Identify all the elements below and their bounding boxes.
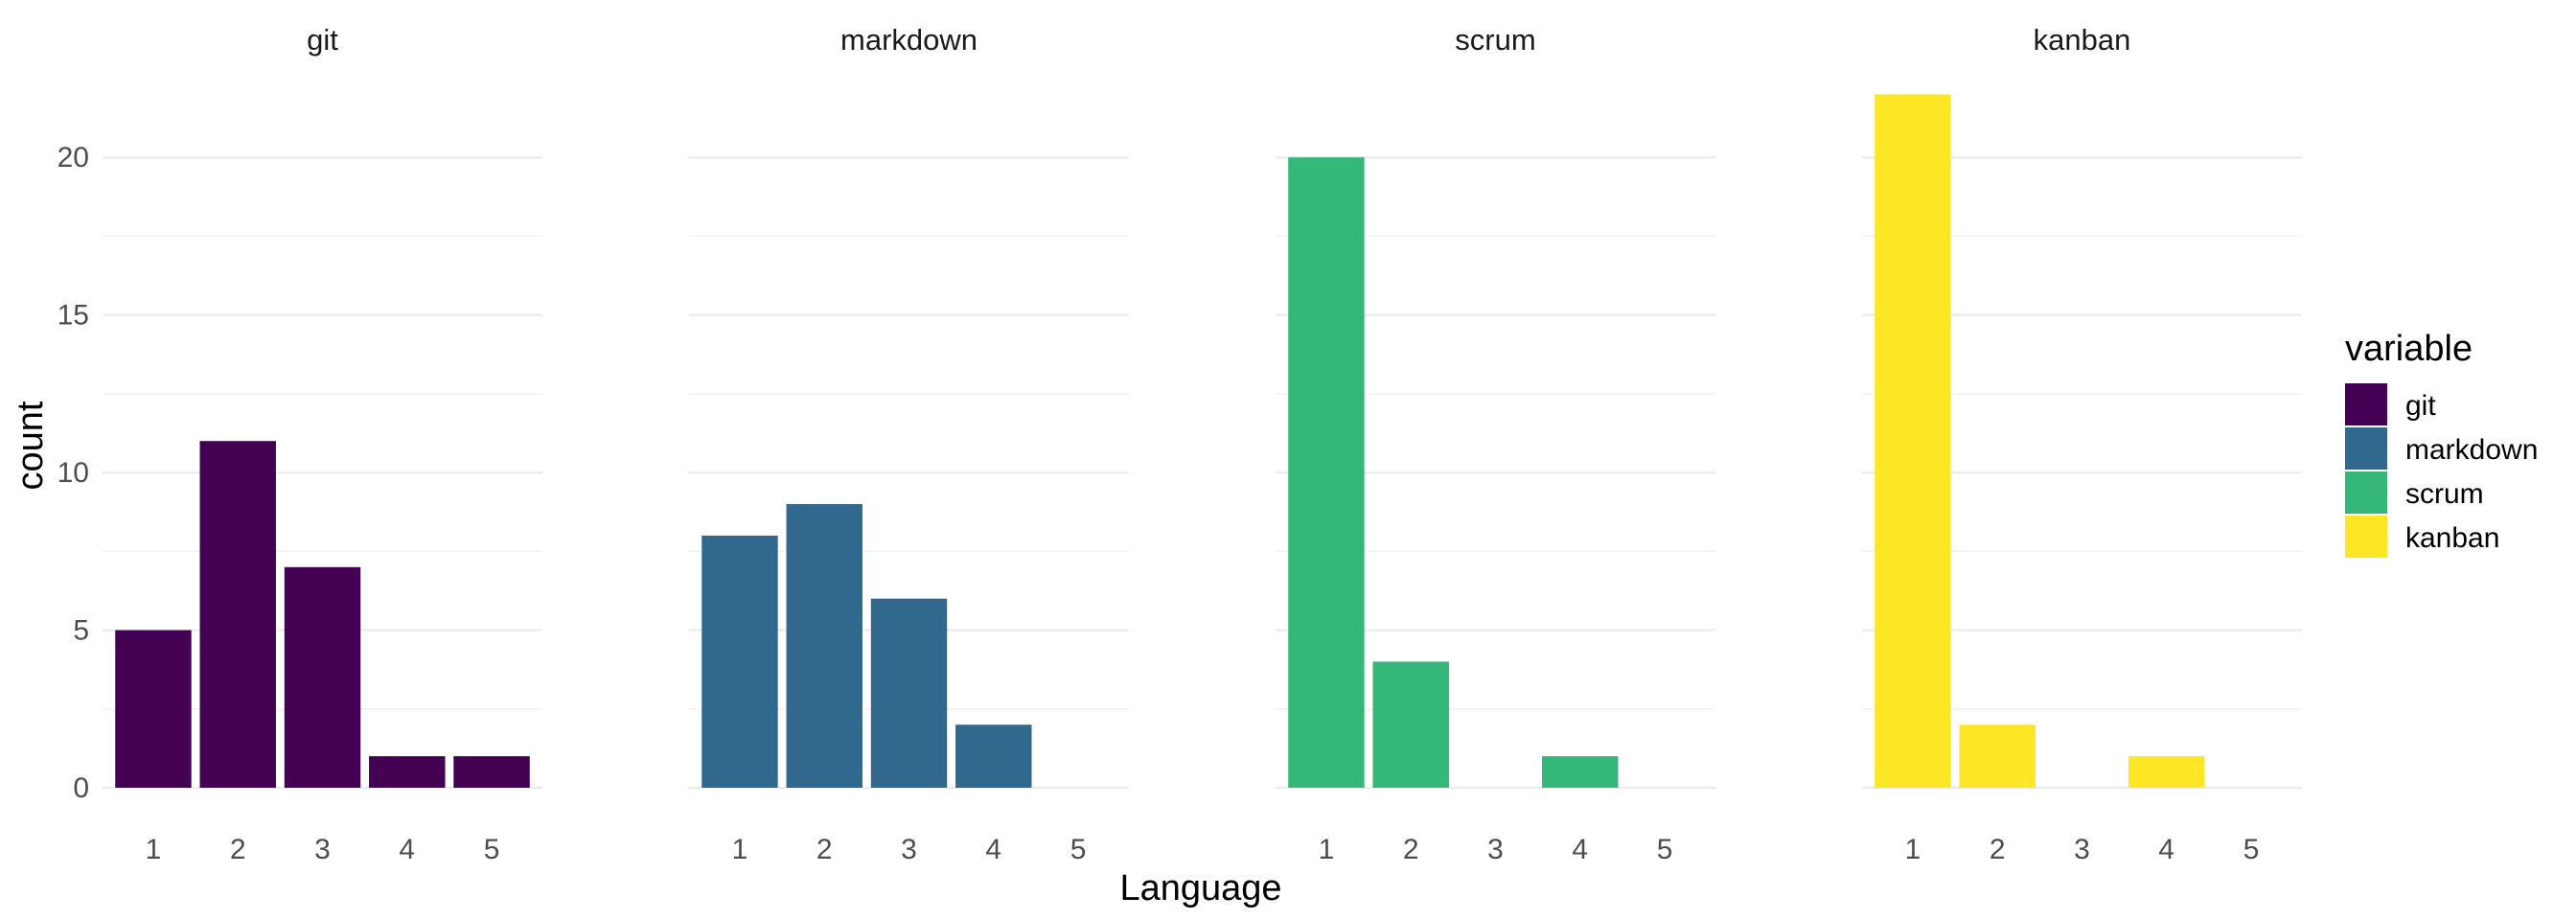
x-tick-label: 3 — [314, 834, 331, 865]
x-tick-label: 2 — [816, 834, 833, 865]
legend-key-git — [2345, 383, 2387, 426]
y-tick-label: 5 — [73, 615, 89, 647]
y-tick-label: 15 — [58, 300, 89, 332]
bar-markdown-4 — [955, 724, 1032, 788]
x-tick-label: 5 — [1070, 834, 1087, 865]
facet-strip-label: kanban — [2034, 23, 2131, 57]
bar-git-2 — [199, 441, 276, 788]
facet-panel-git: git 1 2 3 4 5 — [103, 23, 542, 865]
legend-label-markdown: markdown — [2405, 434, 2538, 466]
bar-kanban-4 — [2128, 756, 2205, 788]
x-tick-label: 1 — [1319, 834, 1335, 865]
x-tick-label: 4 — [1572, 834, 1588, 865]
bar-markdown-3 — [870, 598, 948, 788]
bar-scrum-2 — [1372, 661, 1449, 788]
legend-key-scrum — [2345, 472, 2387, 514]
x-tick-label: 1 — [732, 834, 748, 865]
x-tick-label: 5 — [1657, 834, 1673, 865]
x-tick-label: 2 — [230, 834, 246, 865]
legend-key-kanban — [2345, 516, 2387, 558]
facet-panel-scrum: scrum 1 2 3 4 5 — [1276, 23, 1715, 865]
x-tick-label: 1 — [1905, 834, 1921, 865]
facet-panels: git 1 2 3 4 5 markdown 1 2 3 4 5 scrum 1 2 3 4 5 kanban 1 2 3… — [58, 23, 2302, 865]
x-tick-label: 2 — [1403, 834, 1419, 865]
x-tick-label: 4 — [985, 834, 1001, 865]
bar-git-1 — [115, 630, 192, 788]
legend-label-git: git — [2405, 390, 2436, 422]
bar-scrum-1 — [1288, 157, 1365, 788]
legend-label-scrum: scrum — [2405, 478, 2484, 510]
bar-markdown-1 — [702, 535, 778, 788]
legend: variable git markdown scrum kanban — [2345, 329, 2538, 558]
legend-title: variable — [2345, 329, 2472, 369]
bar-markdown-2 — [786, 504, 862, 788]
legend-key-markdown — [2345, 427, 2387, 470]
x-tick-label: 5 — [2243, 834, 2260, 865]
bar-git-4 — [369, 756, 446, 788]
bar-kanban-2 — [1959, 724, 2036, 788]
x-tick-label: 4 — [2158, 834, 2174, 865]
y-tick-label: 0 — [73, 772, 89, 804]
x-tick-label: 5 — [484, 834, 500, 865]
facet-strip-label: markdown — [840, 23, 978, 57]
facet-strip-label: scrum — [1455, 23, 1535, 57]
bar-git-5 — [453, 756, 530, 788]
bar-scrum-4 — [1542, 756, 1619, 788]
bar-kanban-1 — [1874, 94, 1951, 788]
facet-strip-label: git — [307, 23, 338, 57]
facet-panel-markdown: markdown 1 2 3 4 5 — [689, 23, 1129, 865]
x-tick-label: 2 — [1990, 834, 2006, 865]
facet-panel-kanban: kanban 1 2 3 4 5 — [1862, 23, 2302, 865]
y-tick-label: 20 — [58, 142, 89, 173]
x-tick-label: 1 — [146, 834, 162, 865]
x-tick-label: 3 — [1487, 834, 1504, 865]
y-axis-title: count — [11, 401, 51, 490]
y-tick-label: 10 — [58, 457, 89, 489]
legend-label-kanban: kanban — [2405, 522, 2499, 554]
bar-git-3 — [284, 566, 361, 788]
x-tick-label: 4 — [399, 834, 415, 865]
x-tick-label: 3 — [2074, 834, 2090, 865]
x-axis-title: Language — [1119, 868, 1281, 908]
x-tick-label: 3 — [901, 834, 917, 865]
